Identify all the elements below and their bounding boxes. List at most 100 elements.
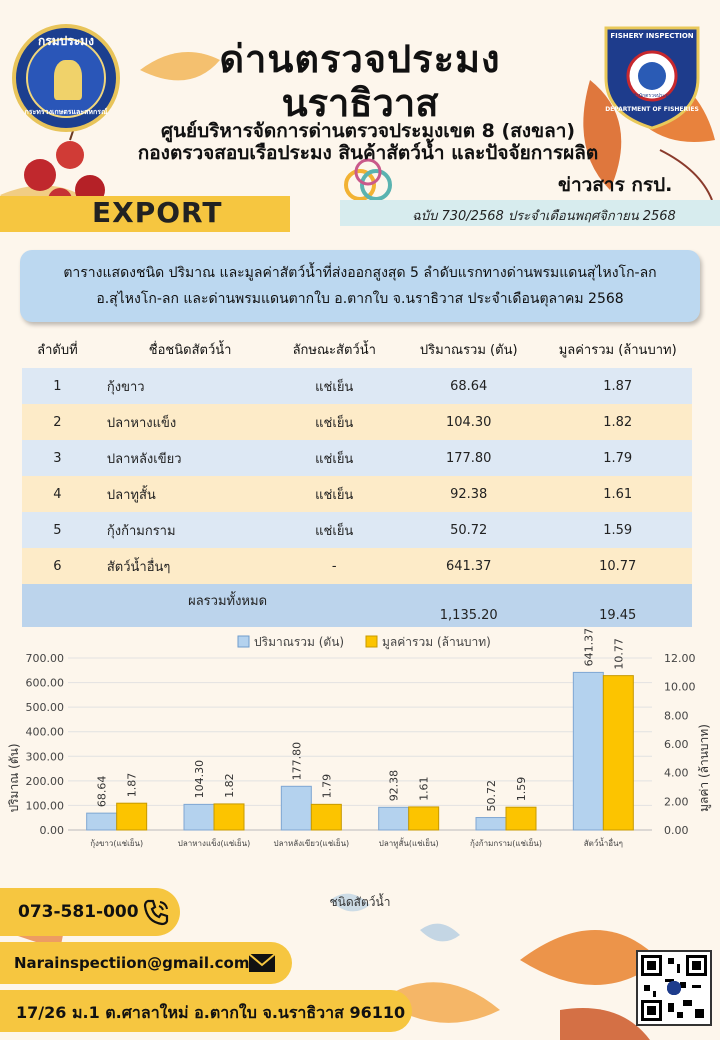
bar-value-label: 1.79 [320,774,333,799]
phone-icon [140,896,172,928]
cell-val: 1.59 [543,512,692,548]
export-label: EXPORT [92,196,223,229]
issue-band [340,200,720,226]
bar-value [505,806,537,831]
total-val: 19.45 [543,584,692,627]
page-title-line1: ด่านตรวจประมง [219,37,501,81]
bar-quantity [183,803,215,831]
cell-qty: 50.72 [394,512,544,548]
y2-tick-label: 10.00 [664,681,696,694]
header-rank: ลำดับที่ [37,342,78,358]
x-axis-label: ชนิดสัตว์น้ำ [330,893,391,909]
bar-value-label: 10.77 [612,638,625,670]
cell-qty: 641.37 [394,548,544,584]
y2-tick-label: 0.00 [664,824,689,837]
bar-value-label: 1.87 [126,773,139,798]
cell-rank: 3 [22,440,93,476]
total-label: ผลรวมทั้งหมด [22,584,395,627]
y2-axis-label: มูลค่า (ล้านบาท) [697,724,712,812]
total-qty: 1,135.20 [394,584,544,627]
cell-rank: 4 [22,476,93,512]
department-of-fisheries-logo: กรมประมง กระทรวงเกษตรและสหกรณ์ [12,24,120,132]
page-title-line2: นราธิวาส [281,81,439,125]
cell-val: 1.79 [543,440,692,476]
header-name: ชื่อชนิดสัตว์น้ำ [148,342,232,358]
y2-tick-label: 4.00 [664,767,689,780]
cell-name: ปลาทูสั้น [92,476,275,512]
header-val: มูลค่ารวม (ล้านบาท) [558,342,677,358]
bar-quantity [572,671,604,831]
cell-char: แช่เย็น [274,512,395,548]
cell-qty: 177.80 [394,440,544,476]
left-logo-bottom-text: กระทรวงเกษตรและสหกรณ์ [24,108,108,116]
cell-rank: 1 [22,368,93,404]
cell-char: แช่เย็น [274,440,395,476]
y2-tick-label: 6.00 [664,738,689,751]
email-pill [0,942,292,984]
x-tick-label: สัตว์น้ำอื่นๆ [584,837,623,848]
bar-value-label: 1.82 [223,773,236,798]
bar-value [310,803,342,831]
bar-value [602,675,634,831]
bar-value [116,802,148,831]
table-caption: ตารางแสดงชนิด ปริมาณ และมูลค่าสัตว์น้ำที… [20,250,700,322]
bar-quantity [280,785,312,831]
cell-val: 1.82 [543,404,692,440]
cell-char: - [274,548,395,584]
caption-line1: ตารางแสดงชนิด ปริมาณ และมูลค่าสัตว์น้ำที… [63,265,657,281]
table-row: 1 กุ้งขาว แช่เย็น 68.64 1.87 [22,368,692,404]
chart-legend: ปริมาณรวม (ตัน) มูลค่ารวม (ล้านบาท) [237,635,491,650]
cell-name: ปลาหลังเขียว [92,440,275,476]
phone-number[interactable]: 073-581-000 [18,902,139,922]
cell-name: ปลาหางแข็ง [92,404,275,440]
table-row: 2 ปลาหางแข็ง แช่เย็น 104.30 1.82 [22,404,692,440]
bar-quantity-label: 641.37 [582,628,595,666]
cell-val: 1.87 [543,368,692,404]
x-tick-label: ปลาหลังเขียว(แช่เย็น) [274,838,350,848]
left-logo-top-text: กรมประมง [38,34,94,48]
y-tick-label: 300.00 [26,750,65,763]
cell-rank: 6 [22,548,93,584]
subtitle-line1: ศูนย์บริหารจัดการด่านตรวจประมงเขต 8 (สงข… [160,120,576,142]
bar-quantity [86,812,118,831]
table-row: 3 ปลาหลังเขียว แช่เย็น 177.80 1.79 [22,440,692,476]
table-row: 5 กุ้งก้ามกราม แช่เย็น 50.72 1.59 [22,512,692,548]
y-tick-label: 400.00 [26,726,65,739]
cell-char: แช่เย็น [274,404,395,440]
address-text: 17/26 ม.1 ต.ศาลาใหม่ อ.ตากใบ จ.นราธิวาส … [16,1003,406,1022]
y-tick-label: 100.00 [26,799,65,812]
table-header-row: ลำดับที่ ชื่อชนิดสัตว์น้ำ ลักษณะสัตว์น้ำ… [22,330,692,368]
total-row: ผลรวมทั้งหมด 1,135.20 19.45 [22,584,692,627]
phone-pill [0,888,180,936]
bar-value-label: 1.61 [418,776,431,801]
bar-quantity-label: 104.30 [193,760,206,799]
fishery-inspection-logo: FISHERY INSPECTION สำนักตรวจประมง DEPART… [602,20,702,130]
y2-tick-label: 2.00 [664,795,689,808]
y-tick-label: 200.00 [26,775,65,788]
x-tick-label: กุ้งขาว(แช่เย็น) [90,838,143,848]
x-tick-label: ปลาหางแข็ง(แช่เย็น) [178,838,250,848]
right-logo-bottom-text: DEPARTMENT OF FISHERIES [605,106,699,113]
cell-char: แช่เย็น [274,368,395,404]
right-logo-inner-text: สำนักตรวจประมง [632,93,672,99]
email-address[interactable]: Narainspectiion@gmail.com [14,954,250,972]
bar-quantity-label: 177.80 [290,742,303,781]
legend-label-value: มูลค่ารวม (ล้านบาท) [382,635,491,650]
address-pill [0,990,412,1032]
bar-quantity-label: 50.72 [485,780,498,812]
legend-swatch-quantity [237,635,250,648]
cell-name: กุ้งก้ามกราม [92,512,275,548]
bar-quantity-label: 92.38 [388,770,401,802]
x-tick-label: ปลาทูสั้น(แช่เย็น) [379,837,439,849]
x-tick-label: กุ้งก้ามกราม(แช่เย็น) [470,838,542,848]
y-tick-label: 0.00 [40,824,65,837]
bar-value [408,806,440,831]
qr-code[interactable] [636,950,712,1026]
legend-swatch-value [365,635,378,648]
export-table: ลำดับที่ ชื่อชนิดสัตว์น้ำ ลักษณะสัตว์น้ำ… [22,330,692,627]
bar-quantity-label: 68.64 [96,776,109,808]
subtitle-line2: กองตรวจสอบเรือประมง สินค้าสัตว์น้ำ และปั… [137,142,599,164]
cell-val: 10.77 [543,548,692,584]
y-tick-label: 600.00 [26,677,65,690]
right-logo-top-text: FISHERY INSPECTION [610,32,694,40]
